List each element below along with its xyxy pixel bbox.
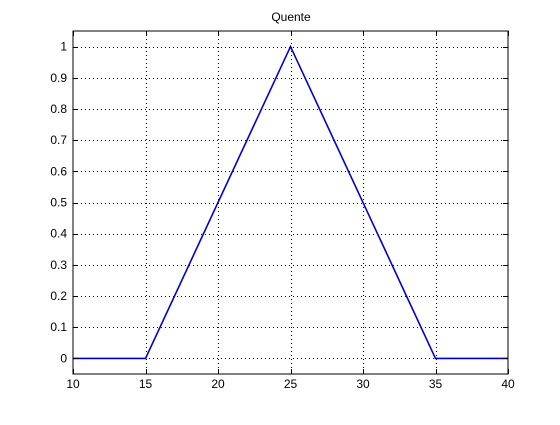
y-tick-label: 0 [60,351,67,365]
x-tick-label: 30 [356,377,370,391]
y-tick-label: 0.7 [50,133,67,147]
y-tick-label: 0.5 [50,196,67,210]
y-tick-label: 0.8 [50,102,67,116]
y-tick-label: 1 [60,40,67,54]
y-tick-label: 0.2 [50,289,67,303]
tick-layer: 10 15 20 25 30 35 40 0 0.1 0.2 0.3 0.4 0.5 0.6 0.7 0.8 0… [50,31,515,391]
y-tick-label: 0.9 [50,71,67,85]
y-tick-label: 0.4 [50,227,67,241]
series-line-0 [73,44,508,360]
x-tick-label: 35 [429,377,443,391]
x-tick-label: 40 [501,377,515,391]
plot-area-frame [72,30,509,375]
y-tick-label: 0.6 [50,164,67,178]
series-layer [73,44,508,360]
chart-title: Quente [271,10,311,24]
x-tick-label: 25 [284,377,298,391]
x-tick-label: 20 [211,377,225,391]
y-tick-label: 0.3 [50,258,67,272]
x-tick-label: 15 [139,377,153,391]
grid-layer [73,31,508,374]
x-tick-label: 10 [66,377,80,391]
y-tick-label: 0.1 [50,320,67,334]
